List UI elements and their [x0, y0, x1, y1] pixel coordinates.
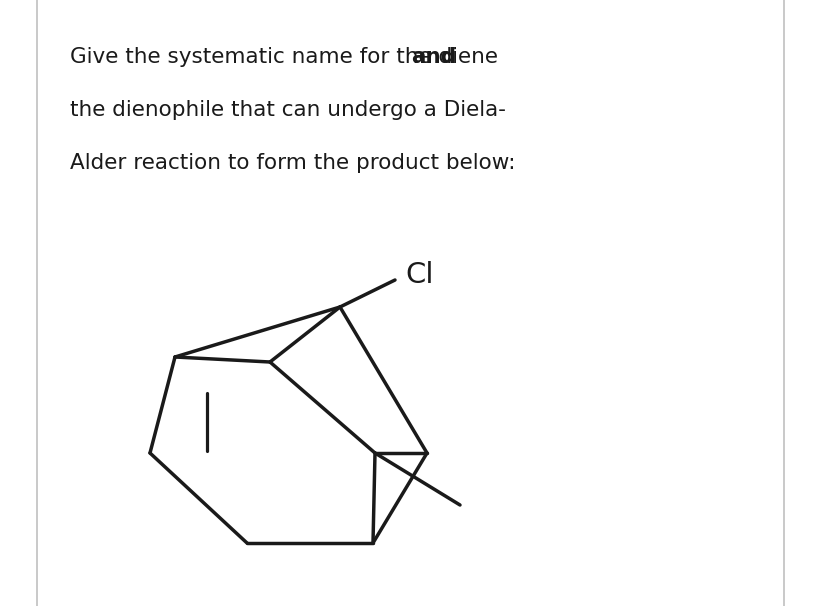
- Text: the dienophile that can undergo a Diela-: the dienophile that can undergo a Diela-: [70, 100, 506, 120]
- Text: Give the systematic name for the diene     and: Give the systematic name for the diene a…: [70, 47, 573, 67]
- Text: Give the systematic name for the diene: Give the systematic name for the diene: [70, 47, 505, 67]
- Text: Cl: Cl: [405, 261, 433, 289]
- Text: and: and: [411, 47, 456, 67]
- Text: Alder reaction to form the product below:: Alder reaction to form the product below…: [70, 153, 516, 173]
